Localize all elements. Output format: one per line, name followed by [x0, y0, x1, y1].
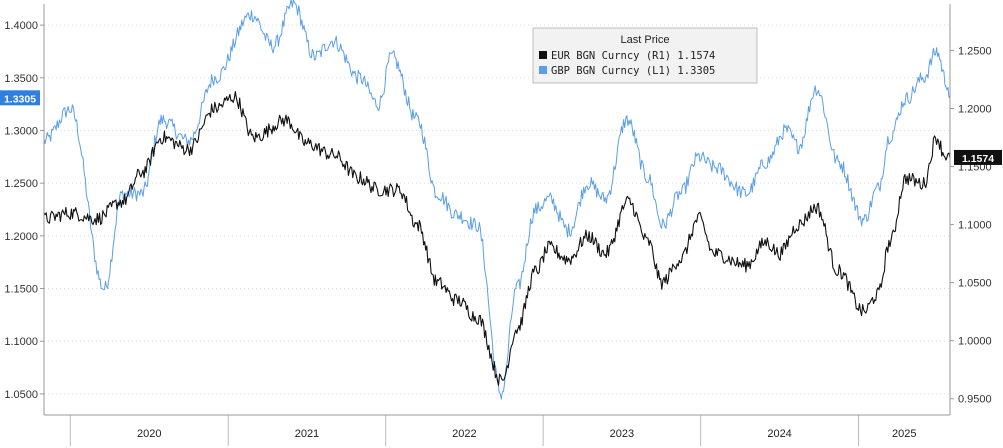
eur-last-value-text: 1.1574 — [962, 153, 994, 165]
legend-swatch-0 — [539, 51, 547, 59]
gbp-last-value-text: 1.3305 — [4, 93, 36, 105]
x-tick-label-2024: 2024 — [767, 428, 791, 440]
left-tick-label-6: 1.1000 — [4, 336, 38, 348]
legend-item-1: GBP BGN Curncy (L1) 1.3305 — [551, 65, 715, 77]
left-tick-label-7: 1.0500 — [4, 389, 38, 401]
right-tick-label-4: 1.0500 — [958, 278, 992, 290]
left-tick-label-5: 1.1500 — [4, 284, 38, 296]
axes-layer: 1.4000 1.3500 1.3000 1.2500 1.2000 1.1500 1.10… — [4, 4, 992, 446]
legend-swatch-1 — [539, 66, 547, 74]
right-tick-label-1: 1.2000 — [958, 103, 992, 115]
series-layer — [43, 0, 951, 400]
left-tick-label-1: 1.3500 — [4, 73, 38, 85]
left-tick-label-4: 1.2000 — [4, 231, 38, 243]
x-tick-label-2020: 2020 — [137, 428, 161, 440]
right-tick-label-0: 1.2500 — [958, 45, 992, 57]
right-tick-label-6: 0.9500 — [958, 394, 992, 406]
left-tick-label-3: 1.2500 — [4, 178, 38, 190]
x-tick-label-2021: 2021 — [295, 428, 319, 440]
eur-last-value-badge — [954, 149, 1002, 165]
last-value-badges: 1.3305 1.1574 — [0, 90, 1002, 165]
right-tick-label-5: 1.0000 — [958, 336, 992, 348]
gbp-last-value-badge — [0, 90, 40, 106]
x-tick-label-2022: 2022 — [452, 428, 476, 440]
legend: Last Price EUR BGN Curncy (R1) 1.1574 GBP … — [532, 27, 758, 84]
x-tick-label-2025: 2025 — [892, 428, 916, 440]
legend-box — [532, 27, 758, 84]
right-tick-label-3: 1.1000 — [958, 220, 992, 232]
series-line-eur — [43, 91, 951, 386]
left-tick-label-2: 1.3000 — [4, 125, 38, 137]
legend-item-0: EUR BGN Curncy (R1) 1.1574 — [551, 50, 715, 62]
gridlines — [44, 24, 950, 395]
legend-title: Last Price — [621, 34, 670, 46]
x-tick-label-2023: 2023 — [610, 428, 634, 440]
left-tick-label-0: 1.4000 — [4, 20, 38, 32]
